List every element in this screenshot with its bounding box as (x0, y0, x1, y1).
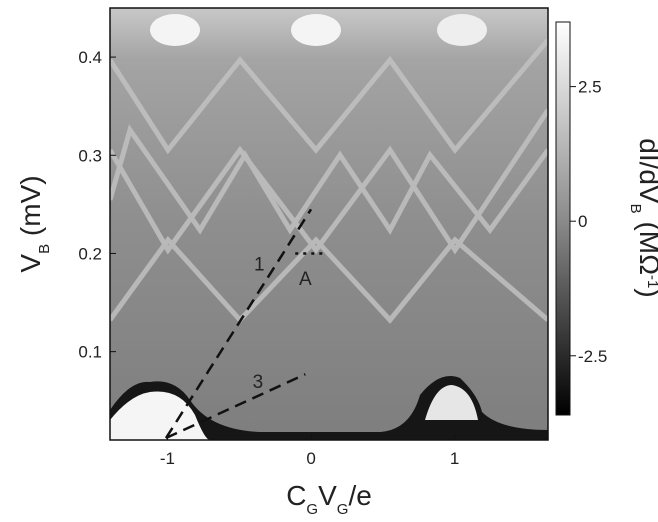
x-tick-label: -1 (160, 449, 175, 468)
label-part: (mV) (15, 175, 46, 243)
annotation: 1 (254, 254, 265, 275)
colorbar-tick-label: -2.5 (578, 347, 607, 366)
label-part: V (15, 254, 46, 273)
annotation: 3 (253, 372, 264, 393)
label-part: V (318, 480, 337, 511)
label-part: G (337, 501, 349, 518)
annotation: A (299, 269, 312, 290)
y-axis-label: VB (mV) (15, 175, 53, 272)
heatmap-image (110, 8, 548, 440)
y-tick-label: 0.1 (78, 343, 102, 362)
label-part: B (628, 204, 645, 214)
label-part: (MΩ (634, 214, 658, 275)
x-tick-label: 0 (306, 449, 315, 468)
label-part: dI/dV (634, 138, 658, 204)
colorbar-tick-label: 0 (578, 212, 587, 231)
colorbar (555, 21, 571, 416)
label-part: G (306, 501, 318, 518)
x-tick-label: 1 (450, 449, 459, 468)
label-part: C (286, 480, 306, 511)
dashed-line (165, 373, 306, 440)
y-tick-label: 0.3 (78, 146, 102, 165)
label-part: /e (348, 480, 371, 511)
y-tick-label: 0.2 (78, 244, 102, 263)
plot-frame (109, 7, 549, 441)
dashed-line (164, 208, 313, 439)
y-tick-label: 0.4 (78, 48, 102, 67)
colorbar-label: dI/dVB (MΩ-1) (628, 138, 658, 297)
label-part: B (36, 244, 53, 254)
x-axis-label: CGVG/e (286, 480, 372, 518)
label-part: -1 (645, 275, 658, 288)
colorbar-tick-label: 2.5 (578, 78, 602, 97)
label-part: ) (634, 288, 658, 297)
